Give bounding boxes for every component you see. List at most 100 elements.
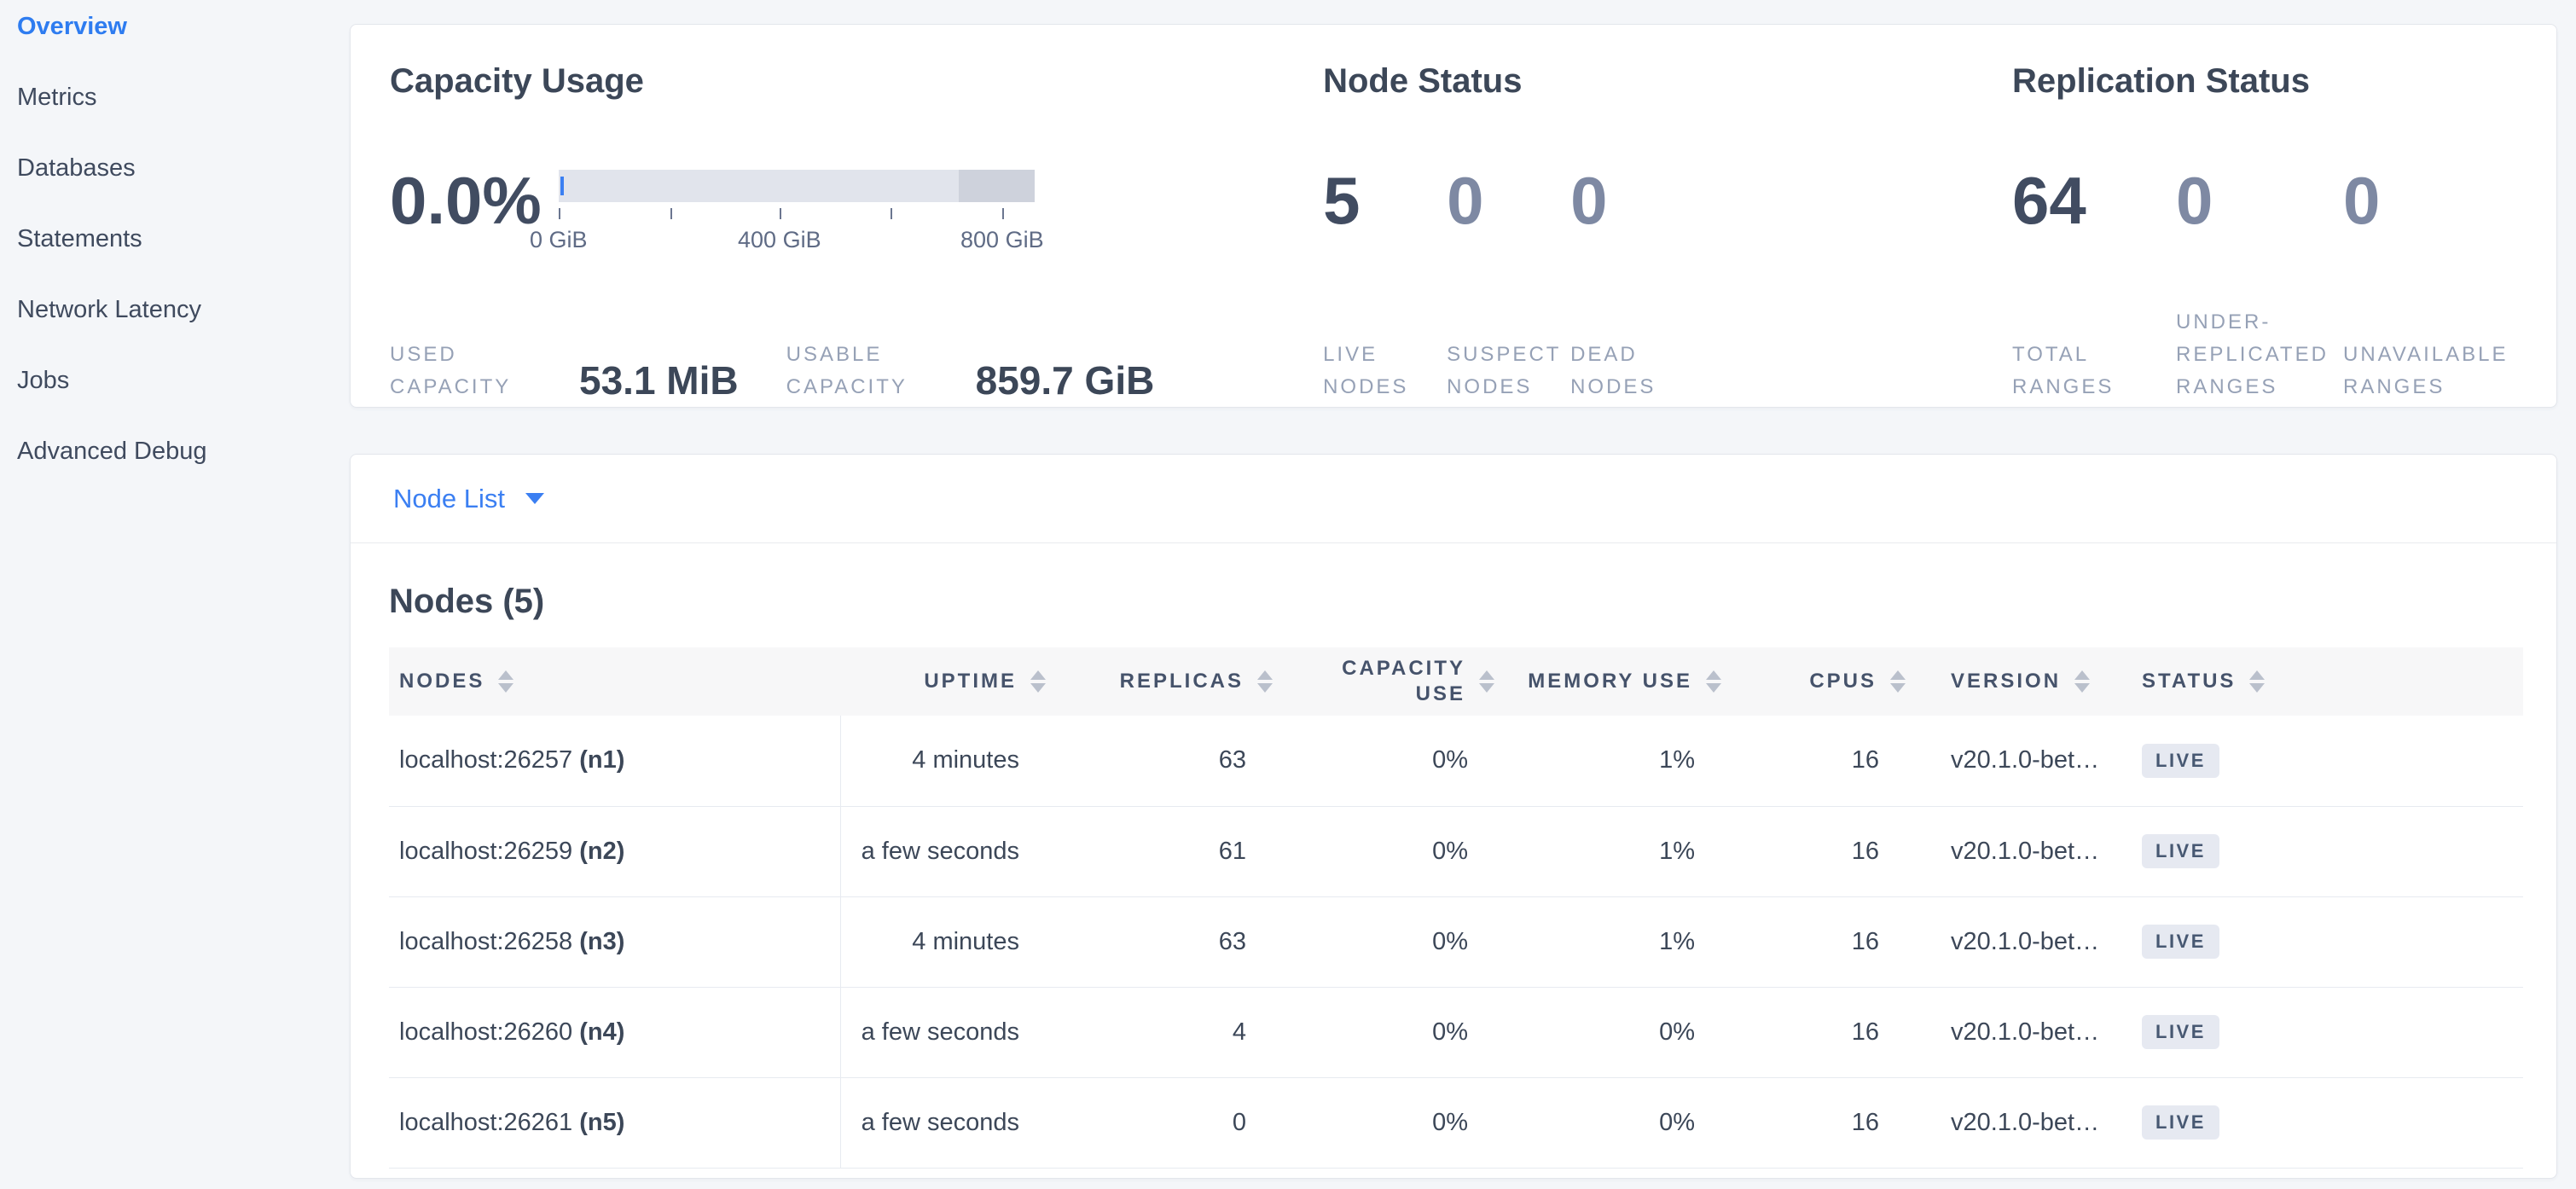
status-badge: LIVE [2142,925,2219,959]
cell-status: LIVE [2135,716,2523,807]
sidebar-item-jobs[interactable]: Jobs [17,367,70,394]
node-id: (n3) [579,927,625,955]
stat-value: 0 [1570,163,1608,238]
cell-status: LIVE [2135,1077,2523,1169]
stat-value: 0 [1447,163,1484,238]
capacity-bar-chart: 0 GiB 400 GiB 800 GiB [530,170,1044,254]
cell-version: v20.1.0-bet… [1913,896,2135,988]
stat-col-dead-nodes: 0 [1570,166,1707,235]
stat-col-unavailable-ranges: 0 [2343,166,2522,235]
cell-memory-use: 1% [1502,716,1729,807]
sidebar-nav-list: Overview Metrics Databases Statements Networ… [17,0,333,487]
node-list-body: Nodes (5) NODES UPTIME REPLICAS CAPACITY US… [351,543,2556,1169]
column-header-capacity-use[interactable]: CAPACITY USE [1280,647,1502,716]
cell-capacity-use: 0% [1280,716,1502,807]
cell-capacity-use: 0% [1280,987,1502,1078]
column-header-label: STATUS [2142,670,2237,693]
stat-value: 859.7 GiB [975,358,1155,403]
sidebar-item-databases[interactable]: Databases [17,154,136,182]
stat-col-under-replicated-ranges: 0 [2176,166,2343,235]
stat-label: USED CAPACITY [390,343,512,398]
capacity-stats: USED CAPACITY 53.1 MiB USABLE CAPACITY 859.… [390,306,1323,403]
axis-tick-label: 0 GiB [530,227,588,252]
stat-value: 0 [2176,163,2213,238]
sort-icon[interactable] [1479,670,1494,693]
sort-icon[interactable] [1890,670,1906,693]
cell-memory-use: 0% [1502,987,1729,1078]
cell-replicas: 0 [1053,1077,1280,1169]
table-header-row: NODES UPTIME REPLICAS CAPACITY USE MEMORY US… [389,647,2523,716]
node-status-section: Node Status 5 0 0 LIVE NODES SUSPECT NODES D… [1323,61,2012,407]
sort-icon[interactable] [498,670,514,693]
node-address: localhost:26261 [399,1108,580,1136]
status-badge: LIVE [2142,834,2219,868]
status-badge: LIVE [2142,1105,2219,1140]
column-header-label: VERSION [1951,670,2062,693]
sidebar-item-advanced-debug[interactable]: Advanced Debug [17,438,207,465]
node-address: localhost:26259 [399,837,580,865]
axis-tick [890,208,892,219]
sidebar-item-metrics[interactable]: Metrics [17,84,97,111]
sort-icon[interactable] [2249,670,2266,693]
table-row-n2[interactable]: localhost:26259 (n2) a few seconds 61 0% 1% 1… [389,806,2523,897]
sort-icon[interactable] [1257,670,1273,693]
node-list-dropdown-label: Node List [393,483,505,513]
node-address: localhost:26258 [399,927,580,955]
cell-status: LIVE [2135,806,2523,897]
cell-cpus: 16 [1729,716,1913,807]
column-header-label: NODES [399,670,485,693]
nodes-count-title: Nodes (5) [389,583,545,620]
table-row-n3[interactable]: localhost:26258 (n3) 4 minutes 63 0% 1% 16 v20… [389,896,2523,988]
column-header-version[interactable]: VERSION [1913,647,2135,716]
column-header-status[interactable]: STATUS [2135,647,2523,716]
capacity-bar-track [558,170,1035,202]
table-row-n5[interactable]: localhost:26261 (n5) a few seconds 0 0% 0% 16… [389,1077,2523,1169]
sort-icon[interactable] [1030,670,1046,693]
column-header-cpus[interactable]: CPUS [1729,647,1913,716]
node-list-card: Node List Nodes (5) NODES UPTIME REPLICAS C… [350,454,2557,1179]
sort-icon[interactable] [2074,670,2091,693]
column-header-label: REPLICAS [1119,670,1244,693]
node-id: (n4) [579,1018,625,1046]
table-row-n4[interactable]: localhost:26260 (n4) a few seconds 4 0% 0% 16… [389,987,2523,1078]
cell-capacity-use: 0% [1280,896,1502,988]
cell-uptime: 4 minutes [840,896,1053,988]
cell-status: LIVE [2135,896,2523,988]
capacity-gauge-row: 0.0% 0 GiB 400 GiB 800 GiB [390,163,1323,252]
capacity-stat-usable-capacity: USABLE CAPACITY 859.7 GiB [786,306,1155,403]
axis-tick-label: 800 GiB [960,227,1044,252]
axis-tick-label: 400 GiB [738,227,821,252]
node-list-dropdown[interactable]: Node List [393,484,544,514]
capacity-axis-labels: 0 GiB 400 GiB 800 GiB [530,227,1044,254]
column-header-memory-use[interactable]: MEMORY USE [1502,647,1729,716]
capacity-bar-other-segment [958,170,1035,202]
table-row-n1[interactable]: localhost:26257 (n1) 4 minutes 63 0% 1% 16 v20… [389,716,2523,807]
sidebar-item-overview[interactable]: Overview [17,13,127,40]
capacity-stat-used-capacity: USED CAPACITY 53.1 MiB [390,306,739,403]
capacity-usage-section: Capacity Usage 0.0% 0 GiB 400 GiB 800 GiB … [390,61,1323,407]
column-header-nodes[interactable]: NODES [389,647,840,716]
axis-tick [1001,208,1004,219]
column-header-label: CPUS [1809,670,1877,693]
sidebar-item-network-latency[interactable]: Network Latency [17,296,201,323]
node-id: (n5) [579,1108,625,1136]
cell-replicas: 63 [1053,716,1280,807]
capacity-axis-ticks [558,208,1035,220]
replication-status-title: Replication Status [2012,62,2310,100]
axis-tick [558,208,560,219]
node-address: localhost:26260 [399,1018,580,1046]
cell-replicas: 63 [1053,896,1280,988]
stat-label: LIVE NODES [1323,343,1409,398]
column-header-uptime[interactable]: UPTIME [840,647,1053,716]
cell-uptime: a few seconds [840,987,1053,1078]
node-status-title: Node Status [1323,62,1523,100]
stat-value: 5 [1323,163,1361,238]
sort-icon[interactable] [1706,670,1721,693]
sidebar-item-statements[interactable]: Statements [17,225,142,252]
status-badge: LIVE [2142,743,2219,778]
node-id: (n1) [579,746,625,774]
column-header-replicas[interactable]: REPLICAS [1053,647,1280,716]
stat-label: DEAD NODES [1570,343,1656,398]
capacity-used-percent: 0.0% [390,163,542,238]
stat-value: 64 [2012,163,2086,238]
